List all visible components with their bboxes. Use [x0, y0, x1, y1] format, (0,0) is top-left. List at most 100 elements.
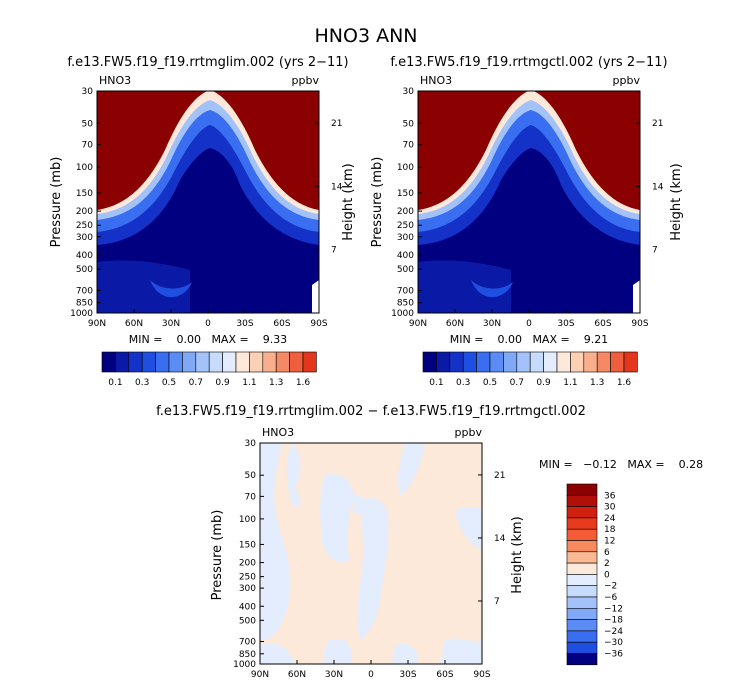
colorbar-label: −36	[604, 650, 623, 660]
colorbar-label: 1.3	[269, 378, 283, 388]
colorbar-label: 30	[604, 503, 616, 513]
y-tick-label: 50	[245, 471, 257, 481]
x-tick-label: 60S	[273, 319, 290, 329]
x-tick-label: 0	[205, 319, 211, 329]
colorbar-swatch	[566, 630, 598, 643]
colorbar-swatch	[503, 351, 518, 373]
colorbar-swatch	[566, 653, 598, 666]
x-tick-label: 0	[368, 670, 374, 680]
colorbar-swatch	[182, 351, 197, 373]
colorbar-swatch	[566, 517, 598, 530]
colorbar-label: 24	[604, 514, 616, 524]
y2-tick-label: 7	[494, 597, 500, 607]
y-tick-label: 250	[76, 221, 93, 231]
y-tick-label: 250	[397, 221, 414, 231]
y-tick-label: 70	[245, 492, 257, 502]
y-tick-label: 250	[239, 573, 256, 583]
x-tick-label: 90S	[310, 319, 327, 329]
x-tick-label: 60N	[288, 670, 306, 680]
colorbar-label: −24	[604, 627, 623, 637]
y-tick-label: 400	[239, 602, 256, 612]
x-tick-label: 0	[526, 319, 532, 329]
x-tick-label: 90N	[251, 670, 269, 680]
y-tick-label: 300	[239, 584, 256, 594]
panel-b-variable: HNO3	[420, 74, 452, 87]
colorbar-label: 0.1	[429, 378, 443, 388]
y-tick-label: 1000	[233, 660, 256, 670]
x-tick-label: 30S	[399, 670, 416, 680]
y-tick-label: 700	[397, 286, 414, 296]
colorbar-swatch	[566, 607, 598, 620]
panel-c-variable: HNO3	[262, 426, 294, 439]
y-tick-label: 850	[239, 650, 256, 660]
y-tick-label: 50	[82, 119, 94, 129]
colorbar-swatch	[476, 351, 491, 373]
panel-a-title: f.e13.FW5.f19_f19.rrtmglim.002 (yrs 2−11…	[67, 55, 348, 70]
y-tick-label: 400	[76, 251, 93, 261]
panel-a: f.e13.FW5.f19_f19.rrtmglim.002 (yrs 2−11…	[49, 55, 356, 388]
colorbar-swatch	[610, 351, 625, 373]
colorbar-swatch	[101, 351, 116, 373]
colorbar-swatch	[583, 351, 598, 373]
colorbar-swatch	[436, 351, 451, 373]
x-tick-label: 90S	[473, 670, 490, 680]
x-tick-label: 90N	[88, 319, 106, 329]
y-tick-label: 200	[239, 559, 256, 569]
x-tick-label: 90S	[631, 319, 648, 329]
colorbar-label: 0.5	[162, 378, 176, 388]
colorbar-swatch	[570, 351, 585, 373]
colorbar-swatch	[596, 351, 611, 373]
colorbar-swatch	[623, 351, 638, 373]
y-tick-label: 70	[82, 141, 94, 151]
colorbar-swatch	[222, 351, 237, 373]
panel-c: f.e13.FW5.f19_f19.rrtmglim.002 − f.e13.F…	[156, 404, 703, 680]
panel-a-variable: HNO3	[99, 74, 131, 87]
colorbar-swatch	[302, 351, 317, 373]
colorbar-swatch	[566, 574, 598, 587]
colorbar-swatch	[566, 494, 598, 507]
panel-c-ylabel: Pressure (mb)	[210, 510, 225, 601]
y-tick-label: 30	[82, 87, 94, 97]
panel-c-y2label: Height (km)	[510, 516, 525, 593]
colorbar-label: 0.7	[510, 378, 524, 388]
y-tick-label: 100	[239, 515, 256, 525]
x-tick-label: 60N	[446, 319, 464, 329]
y-tick-label: 30	[403, 87, 415, 97]
colorbar-swatch	[566, 585, 598, 598]
x-tick-label: 60S	[436, 670, 453, 680]
y-tick-label: 500	[239, 616, 256, 626]
y2-tick-label: 7	[652, 246, 658, 256]
x-tick-label: 90N	[409, 319, 427, 329]
y2-tick-label: 21	[331, 119, 342, 129]
colorbar-label: 0	[604, 570, 610, 580]
colorbar-label: −2	[604, 582, 617, 592]
panel-a-units: ppbv	[292, 74, 320, 87]
panel-b: f.e13.FW5.f19_f19.rrtmgctl.002 (yrs 2−11…	[370, 55, 684, 388]
colorbar-label: 0.5	[483, 378, 497, 388]
panel-c-units: ppbv	[455, 426, 483, 439]
y-tick-label: 500	[76, 265, 93, 275]
colorbar-swatch	[141, 351, 156, 373]
x-tick-label: 30S	[557, 319, 574, 329]
panel-a-y2label: Height (km)	[341, 163, 356, 240]
colorbar-label: −30	[604, 638, 623, 648]
colorbar-label: 0.7	[189, 378, 203, 388]
y-tick-label: 850	[76, 299, 93, 309]
colorbar-label: 6	[604, 548, 610, 558]
y-tick-label: 700	[239, 638, 256, 648]
panel-b-stats: MIN = 0.00 MAX = 9.21	[450, 333, 608, 346]
colorbar-swatch	[566, 596, 598, 609]
colorbar-swatch	[566, 641, 598, 654]
panel-b-y2label: Height (km)	[669, 163, 684, 240]
y-tick-label: 200	[397, 207, 414, 217]
colorbar-label: 1.1	[563, 378, 577, 388]
panel-a-ylabel: Pressure (mb)	[49, 157, 64, 248]
colorbar-swatch	[262, 351, 277, 373]
y-tick-label: 700	[76, 286, 93, 296]
colorbar-label: 0.9	[215, 378, 230, 388]
panel-b-title: f.e13.FW5.f19_f19.rrtmgctl.002 (yrs 2−11…	[390, 55, 667, 70]
panel-b-contour-field	[418, 91, 640, 313]
colorbar-swatch	[195, 351, 210, 373]
y2-tick-label: 21	[652, 119, 663, 129]
y-tick-label: 50	[403, 119, 415, 129]
